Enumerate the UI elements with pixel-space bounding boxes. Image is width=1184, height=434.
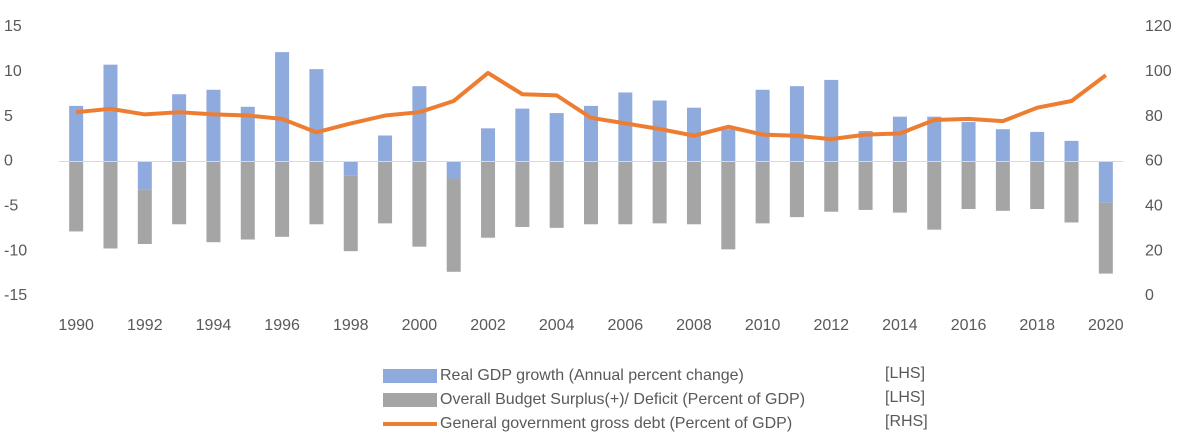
bar: [618, 161, 633, 225]
bar: [927, 116, 942, 162]
x-tick-label: 2002: [470, 317, 506, 334]
bar: [172, 161, 187, 225]
y-tick-label: 0: [4, 153, 13, 170]
bar: [549, 161, 564, 228]
bar: [137, 161, 152, 190]
legend-swatch: [383, 369, 437, 383]
bar: [1098, 161, 1113, 203]
bar: [927, 161, 942, 230]
x-tick-label: 1990: [58, 317, 94, 334]
bar: [481, 161, 496, 238]
legend-label: Overall Budget Surplus(+)/ Deficit (Perc…: [440, 391, 805, 408]
legend-tag: [RHS]: [885, 413, 928, 430]
x-tick-label: 2012: [813, 317, 849, 334]
x-tick-label: 2016: [951, 317, 987, 334]
x-tick-label: 1992: [127, 317, 163, 334]
bar: [1064, 140, 1079, 162]
bar: [961, 122, 976, 162]
bar: [721, 129, 736, 162]
bar: [69, 161, 84, 232]
y-tick-label: -10: [4, 242, 27, 259]
bar: [240, 161, 255, 240]
bar: [378, 161, 393, 224]
y2-tick-label: 120: [1145, 18, 1172, 35]
bar: [309, 69, 324, 162]
bar: [275, 161, 290, 237]
bar: [378, 135, 393, 162]
x-tick-label: 2014: [882, 317, 918, 334]
bar: [446, 161, 461, 179]
bar: [892, 116, 907, 162]
x-tick-label: 2004: [539, 317, 575, 334]
bar: [995, 129, 1010, 162]
legend-label: General government gross debt (Percent o…: [440, 415, 792, 432]
bar: [172, 94, 187, 162]
y-tick-label: 10: [4, 63, 22, 80]
bar: [858, 161, 873, 210]
bar: [240, 106, 255, 162]
y-tick-label: 15: [4, 18, 22, 35]
bar: [995, 161, 1010, 211]
bar: [343, 175, 358, 252]
bar: [206, 161, 221, 243]
bar: [892, 161, 907, 213]
bar: [824, 161, 839, 212]
y2-tick-label: 40: [1145, 198, 1163, 215]
bar: [309, 161, 324, 225]
x-tick-label: 1996: [264, 317, 300, 334]
bar: [481, 128, 496, 162]
x-tick-label: 2020: [1088, 317, 1124, 334]
bar: [103, 161, 118, 249]
bar: [1098, 202, 1113, 274]
bar: [755, 161, 770, 224]
legend-label: Real GDP growth (Annual percent change): [440, 367, 744, 384]
bar: [652, 161, 667, 224]
x-tick-label: 2018: [1019, 317, 1055, 334]
bar: [858, 131, 873, 162]
y2-tick-label: 0: [1145, 287, 1154, 304]
x-tick-label: 2006: [608, 317, 644, 334]
y2-tick-label: 60: [1145, 153, 1163, 170]
x-tick-label: 2000: [402, 317, 438, 334]
bar: [584, 161, 598, 225]
y2-tick-label: 20: [1145, 242, 1163, 259]
legend-tag: [LHS]: [885, 365, 925, 382]
legend-tag: [LHS]: [885, 389, 925, 406]
x-tick-label: 2010: [745, 317, 781, 334]
y2-tick-label: 80: [1145, 108, 1163, 125]
bar: [618, 92, 633, 162]
x-tick-label: 2008: [676, 317, 712, 334]
bar: [515, 161, 530, 227]
y2-tick-label: 100: [1145, 63, 1172, 80]
legend-swatch: [383, 393, 437, 407]
y-tick-label: 5: [4, 108, 13, 125]
bar: [412, 161, 427, 247]
bar: [549, 113, 564, 162]
bar: [789, 161, 804, 218]
bar: [789, 86, 804, 162]
bar: [515, 108, 530, 162]
x-tick-label: 1998: [333, 317, 369, 334]
x-tick-label: 1994: [196, 317, 232, 334]
bar: [206, 89, 221, 162]
bar: [103, 64, 118, 162]
bar: [343, 161, 358, 176]
bar: [275, 52, 290, 162]
bar: [412, 86, 427, 162]
y-tick-label: -15: [4, 287, 27, 304]
bar: [137, 189, 152, 244]
bar: [686, 161, 701, 225]
bar: [755, 89, 770, 162]
bar: [721, 161, 736, 250]
y-tick-label: -5: [4, 198, 18, 215]
line: [75, 70, 1108, 142]
bar: [446, 178, 461, 272]
bar: [69, 105, 84, 162]
bar: [1064, 161, 1079, 223]
bar: [824, 79, 839, 162]
bar: [1030, 131, 1045, 162]
bar: [1030, 161, 1045, 210]
bar: [961, 161, 976, 210]
